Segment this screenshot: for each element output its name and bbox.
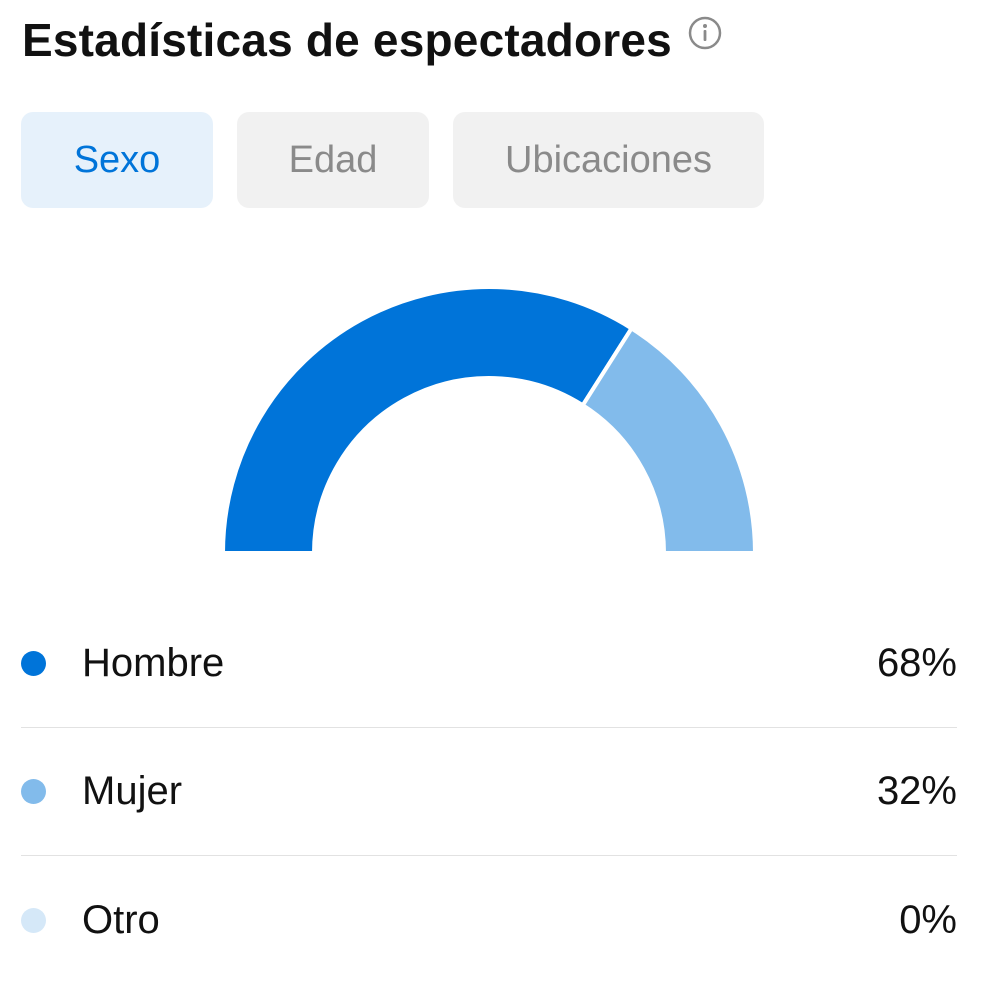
tab-ubicaciones[interactable]: Ubicaciones xyxy=(453,112,764,208)
legend-label: Otro xyxy=(82,897,160,942)
gauge-segment-hombre xyxy=(220,285,635,555)
legend-value: 0% xyxy=(899,897,957,942)
header: Estadísticas de espectadores xyxy=(22,12,722,68)
tab-label: Ubicaciones xyxy=(505,138,712,181)
legend-value: 32% xyxy=(876,769,957,813)
legend-dot-otro xyxy=(21,907,46,933)
legend: Hombre 68% Mujer 32% Otro 0% xyxy=(21,600,957,984)
legend-row-otro: Otro 0% xyxy=(21,856,957,984)
gauge-segment-mujer xyxy=(580,325,758,555)
legend-row-hombre: Hombre 68% xyxy=(21,600,957,728)
tab-edad[interactable]: Edad xyxy=(237,112,429,208)
page-title: Estadísticas de espectadores xyxy=(22,14,672,66)
legend-dot-hombre xyxy=(21,651,46,676)
legend-label: Mujer xyxy=(82,769,183,813)
tab-label: Sexo xyxy=(73,138,161,181)
info-icon[interactable] xyxy=(688,16,722,50)
gauge-segments xyxy=(220,285,758,555)
tab-bar: Sexo Edad Ubicaciones xyxy=(21,112,764,208)
legend-value: 68% xyxy=(876,641,957,685)
legend-dot-mujer xyxy=(21,779,46,804)
tab-sexo[interactable]: Sexo xyxy=(21,112,213,208)
legend-row-mujer: Mujer 32% xyxy=(21,728,957,856)
legend-label: Hombre xyxy=(82,641,225,685)
tab-label: Edad xyxy=(288,138,378,181)
